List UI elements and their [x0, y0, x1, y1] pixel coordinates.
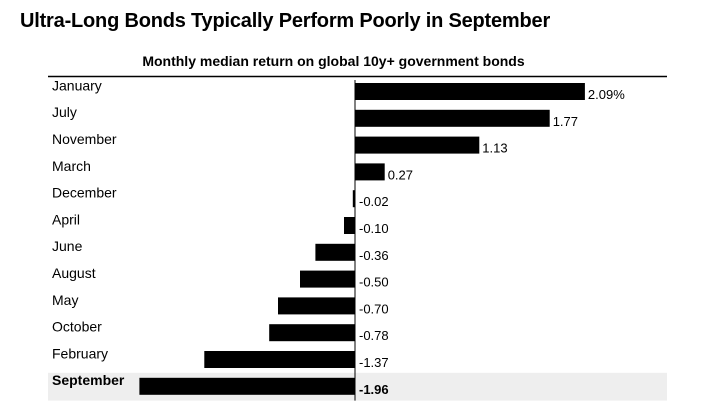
bar-june: [315, 243, 355, 261]
chart-subtitle: Monthly median return on global 10y+ gov…: [142, 53, 525, 69]
category-label-january: January: [52, 77, 102, 93]
value-label-november: 1.13: [482, 141, 507, 156]
bar-march: [355, 163, 385, 181]
value-label-april: -0.10: [359, 221, 389, 236]
value-label-january: 2.09%: [588, 87, 625, 102]
category-label-august: August: [52, 265, 96, 281]
value-label-august: -0.50: [359, 275, 389, 290]
category-label-november: November: [52, 131, 117, 147]
value-label-june: -0.36: [359, 248, 389, 263]
category-label-march: March: [52, 158, 91, 174]
value-label-october: -0.78: [359, 328, 389, 343]
chart-title: Ultra-Long Bonds Typically Perform Poorl…: [20, 10, 551, 32]
category-label-february: February: [52, 345, 108, 361]
value-label-december: -0.02: [359, 194, 389, 209]
value-label-may: -0.70: [359, 301, 389, 316]
value-label-march: 0.27: [388, 167, 413, 182]
bar-february: [204, 351, 355, 368]
value-label-july: 1.77: [553, 114, 578, 129]
bar-april: [344, 217, 355, 234]
value-label-september: -1.96: [359, 382, 389, 397]
bar-may: [278, 297, 355, 315]
bar-october: [269, 324, 355, 342]
category-label-october: October: [52, 319, 102, 335]
bar-august: [300, 270, 355, 288]
category-label-june: June: [52, 238, 83, 254]
category-label-july: July: [52, 104, 77, 120]
value-label-february: -1.37: [359, 355, 389, 370]
category-label-september: September: [52, 372, 125, 388]
bar-december: [352, 190, 355, 208]
category-label-may: May: [52, 292, 78, 308]
category-label-december: December: [52, 185, 117, 201]
bar-november: [355, 136, 480, 154]
bar-july: [355, 109, 550, 127]
bar-september: [139, 377, 355, 395]
bar-january: [355, 83, 585, 100]
category-label-april: April: [52, 211, 80, 227]
